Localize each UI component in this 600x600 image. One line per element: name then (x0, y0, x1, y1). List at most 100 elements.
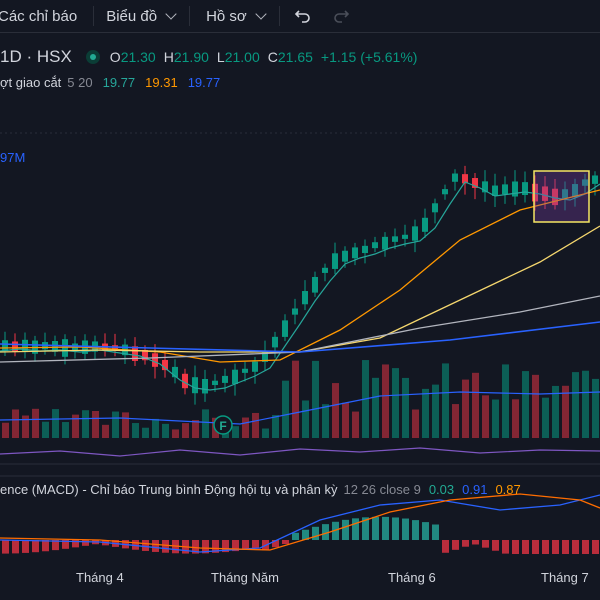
volume-bar (302, 400, 309, 438)
interval-exchange: 1D · HSX (0, 47, 72, 66)
macd-histogram-bar (392, 517, 399, 540)
event-marker-circle (213, 415, 233, 435)
macd-histogram-bar (132, 540, 139, 550)
candle-body (132, 346, 138, 361)
ma-value-3: 19.77 (187, 74, 221, 90)
macd-histogram-bar (192, 540, 199, 554)
indicators-button[interactable]: Các chỉ báo (0, 0, 77, 32)
ma-legend-params: 5 20 (67, 74, 93, 90)
candle-body (272, 336, 278, 348)
candle-body (412, 226, 418, 241)
candle-body (12, 341, 18, 352)
signal-line (0, 493, 600, 551)
volume-bar (202, 409, 209, 438)
macd-histogram-bar (432, 524, 439, 540)
macd-histogram-bar (42, 540, 49, 552)
volume-bar (312, 360, 319, 438)
candle-body (552, 188, 558, 206)
close-value: 21.65 (277, 49, 313, 65)
volume-bar (422, 388, 429, 438)
low-key: L (216, 49, 225, 65)
toolbar-divider (93, 6, 95, 26)
high-value: 21.90 (173, 49, 209, 65)
low-value: 21.00 (224, 49, 260, 65)
candle-body (172, 366, 178, 378)
macd-histogram-bar (572, 540, 579, 554)
undo-button[interactable] (294, 0, 312, 32)
candle-body (352, 247, 358, 259)
candle-body (582, 179, 588, 186)
profile-menu-button[interactable]: Hồ sơ (206, 0, 267, 32)
toolbar-divider (278, 6, 280, 26)
indicators-label: Các chỉ báo (0, 7, 78, 25)
ma-legend-title: ợt giao cắt (0, 74, 62, 90)
macd-histogram-bar (252, 540, 259, 549)
macd-histogram-bar (202, 540, 209, 554)
volume-bar (62, 422, 69, 438)
volume-bar (72, 414, 79, 438)
candle-body (262, 351, 268, 362)
macd-histogram-bar (532, 540, 539, 554)
volume-bar (162, 423, 169, 438)
candle-body (182, 373, 188, 389)
chart-menu-button[interactable]: Biểu đồ (106, 0, 177, 32)
ma-legend[interactable]: ợt giao cắt 5 20 19.77 19.31 19.77 (0, 72, 220, 92)
candle-body (492, 185, 498, 196)
redo-icon (333, 10, 349, 23)
volume-bar (2, 422, 9, 438)
volume-ma-line (0, 391, 600, 425)
candle-body (592, 175, 598, 184)
candle-body (392, 236, 398, 242)
volume-bar (382, 364, 389, 438)
macd-histogram-bar (342, 519, 349, 540)
ma-value-2: 19.31 (145, 74, 178, 90)
volume-bar (152, 418, 159, 438)
macd-histogram-bar (592, 540, 599, 554)
macd-histogram-bar (422, 522, 429, 540)
candle-body (422, 217, 428, 232)
macd-legend[interactable]: ence (MACD) - Chỉ báo Trung bình Động hộ… (0, 479, 521, 499)
top-toolbar: Các chỉ báo Biểu đồ Hồ sơ (0, 0, 600, 33)
candle-body (292, 308, 298, 315)
candle-body (152, 353, 158, 367)
volume-bar (582, 370, 589, 438)
ma-long-line (0, 321, 600, 353)
volume-bar (22, 415, 29, 438)
candle-body (222, 375, 228, 383)
macd-histogram-bar (242, 540, 249, 550)
candle-body (232, 369, 238, 385)
volume-bar (282, 380, 289, 438)
volume-bar (472, 372, 479, 438)
macd-histogram-bar (492, 540, 499, 551)
volume-legend: 97M (0, 150, 26, 165)
candle-body (402, 234, 408, 239)
market-status-icon (85, 50, 100, 64)
volume-bar (402, 377, 409, 438)
highlight-box (533, 170, 590, 223)
macd-histogram-bar (552, 540, 559, 554)
candle-body (52, 341, 58, 352)
candle-body (342, 250, 348, 262)
candle-body (62, 339, 68, 357)
candle-body (562, 189, 568, 199)
macd-line (0, 494, 600, 553)
candle-body (482, 181, 488, 193)
chart-menu-label: Biểu đồ (106, 7, 158, 25)
volume-bar (482, 395, 489, 438)
volume-bar (132, 423, 139, 438)
volume-bar (182, 423, 189, 438)
candle-body (142, 349, 148, 361)
macd-legend-params: 12 26 close 9 (343, 481, 421, 497)
x-axis-label: Tháng Năm (211, 570, 279, 585)
ma-yellow-line (0, 225, 600, 353)
macd-histogram-bar (322, 524, 329, 540)
redo-button[interactable] (332, 0, 350, 32)
candle-body (242, 368, 248, 373)
macd-histogram-bar (502, 540, 509, 554)
ma-fast-line (0, 181, 600, 391)
candle-body (22, 339, 28, 353)
volume-bar (542, 397, 549, 438)
macd-value-1: 0.03 (428, 481, 455, 497)
volume-bar (272, 415, 279, 438)
